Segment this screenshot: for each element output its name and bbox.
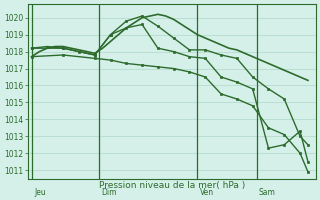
Text: Dim: Dim bbox=[101, 188, 116, 197]
Text: Ven: Ven bbox=[200, 188, 214, 197]
Text: Sam: Sam bbox=[259, 188, 276, 197]
X-axis label: Pression niveau de la mer( hPa ): Pression niveau de la mer( hPa ) bbox=[99, 181, 245, 190]
Text: Jeu: Jeu bbox=[34, 188, 46, 197]
